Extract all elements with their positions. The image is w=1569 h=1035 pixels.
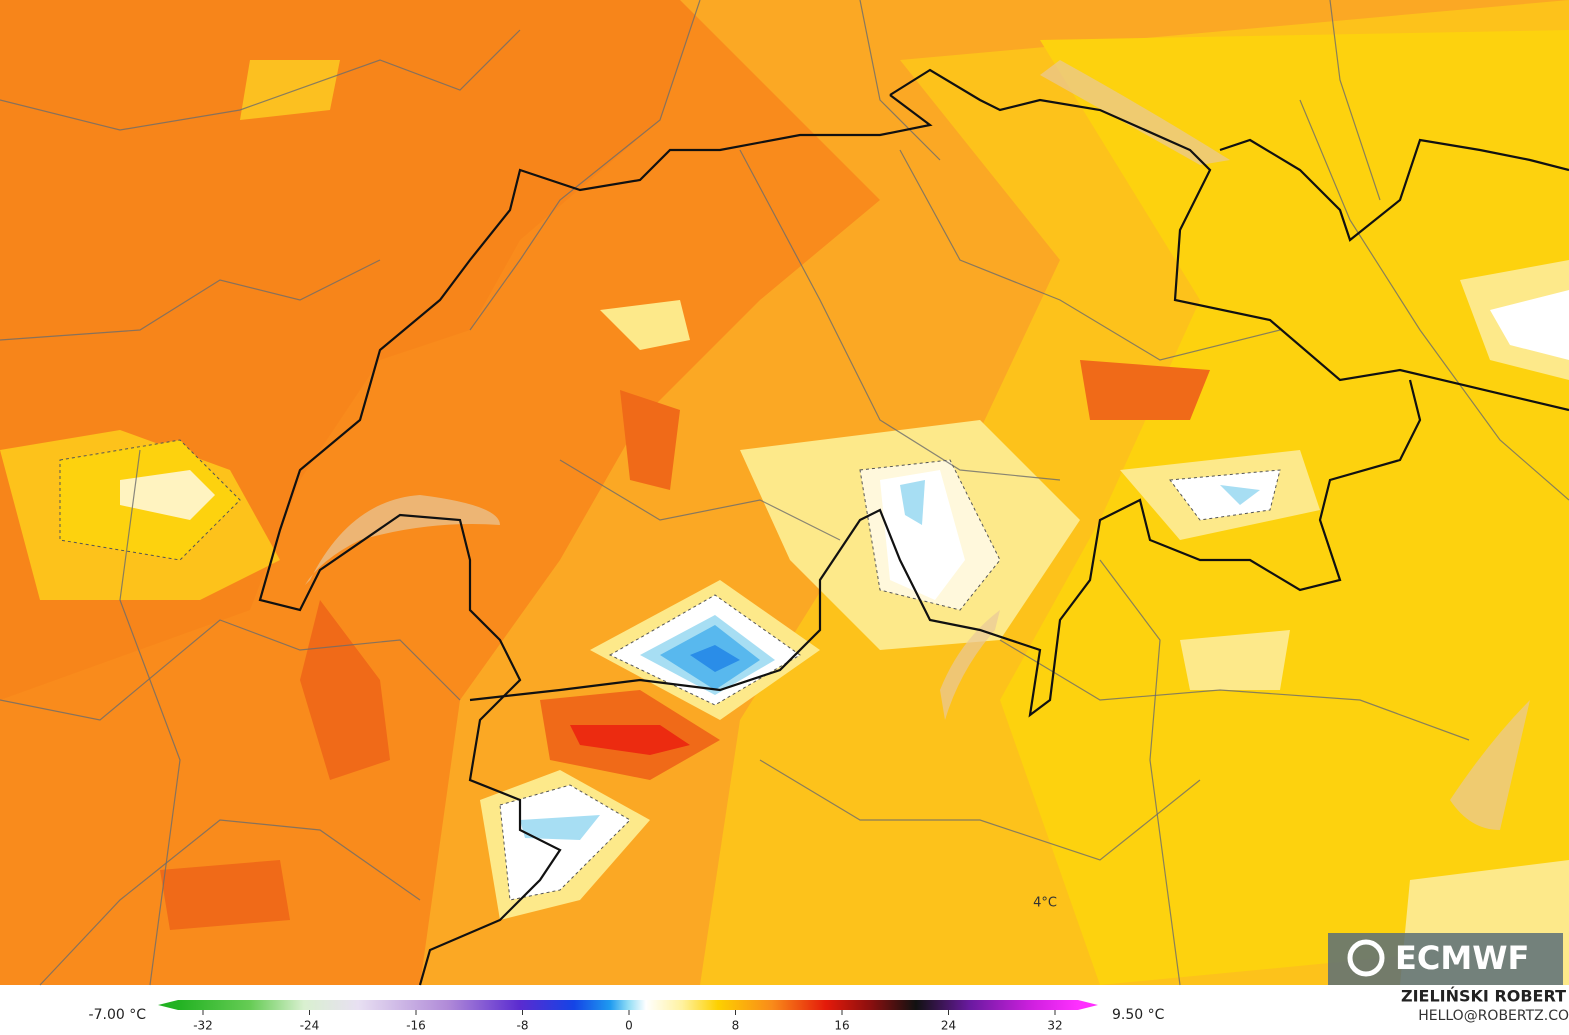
max-value: 9.50 °C xyxy=(1112,1007,1165,1023)
national-borders xyxy=(258,68,1569,986)
colorbar-gradient xyxy=(178,1000,1078,1010)
region-borders xyxy=(0,0,1569,986)
logo-text: ECMWF xyxy=(1395,939,1529,977)
colorbar-tick-label: -32 xyxy=(193,1019,213,1033)
colorbar-tick-label: -24 xyxy=(300,1019,320,1033)
temperature-field xyxy=(0,0,1569,985)
credit-name: ZIELIŃSKI ROBERT xyxy=(1401,987,1566,1006)
colorbar-end xyxy=(158,1000,178,1010)
colorbar-tick-label: -16 xyxy=(406,1019,426,1033)
logo: ECMWF xyxy=(1328,933,1563,985)
colorbar-tick-label: 16 xyxy=(834,1019,849,1033)
colorbar-tick-label: -8 xyxy=(517,1019,529,1033)
min-value: -7.00 °C xyxy=(89,1007,147,1023)
colorbar-tick-label: 0 xyxy=(625,1019,633,1033)
colorbar-tick-label: 8 xyxy=(732,1019,740,1033)
colorbar: -7.00 °C 9.50 °C -32 -24 -16 -8 0 8 16 24 32 xyxy=(89,1000,1165,1033)
colorbar-tick-label: 32 xyxy=(1047,1019,1062,1033)
colorbar-tick-label: 24 xyxy=(941,1019,956,1033)
contour-lines xyxy=(59,439,1281,901)
lakes xyxy=(305,60,1530,830)
contour-label: 4°C xyxy=(1033,896,1057,911)
credit-email: HELLO@ROBERTZ.CO xyxy=(1418,1008,1569,1024)
colorbar-end xyxy=(1078,1000,1098,1010)
